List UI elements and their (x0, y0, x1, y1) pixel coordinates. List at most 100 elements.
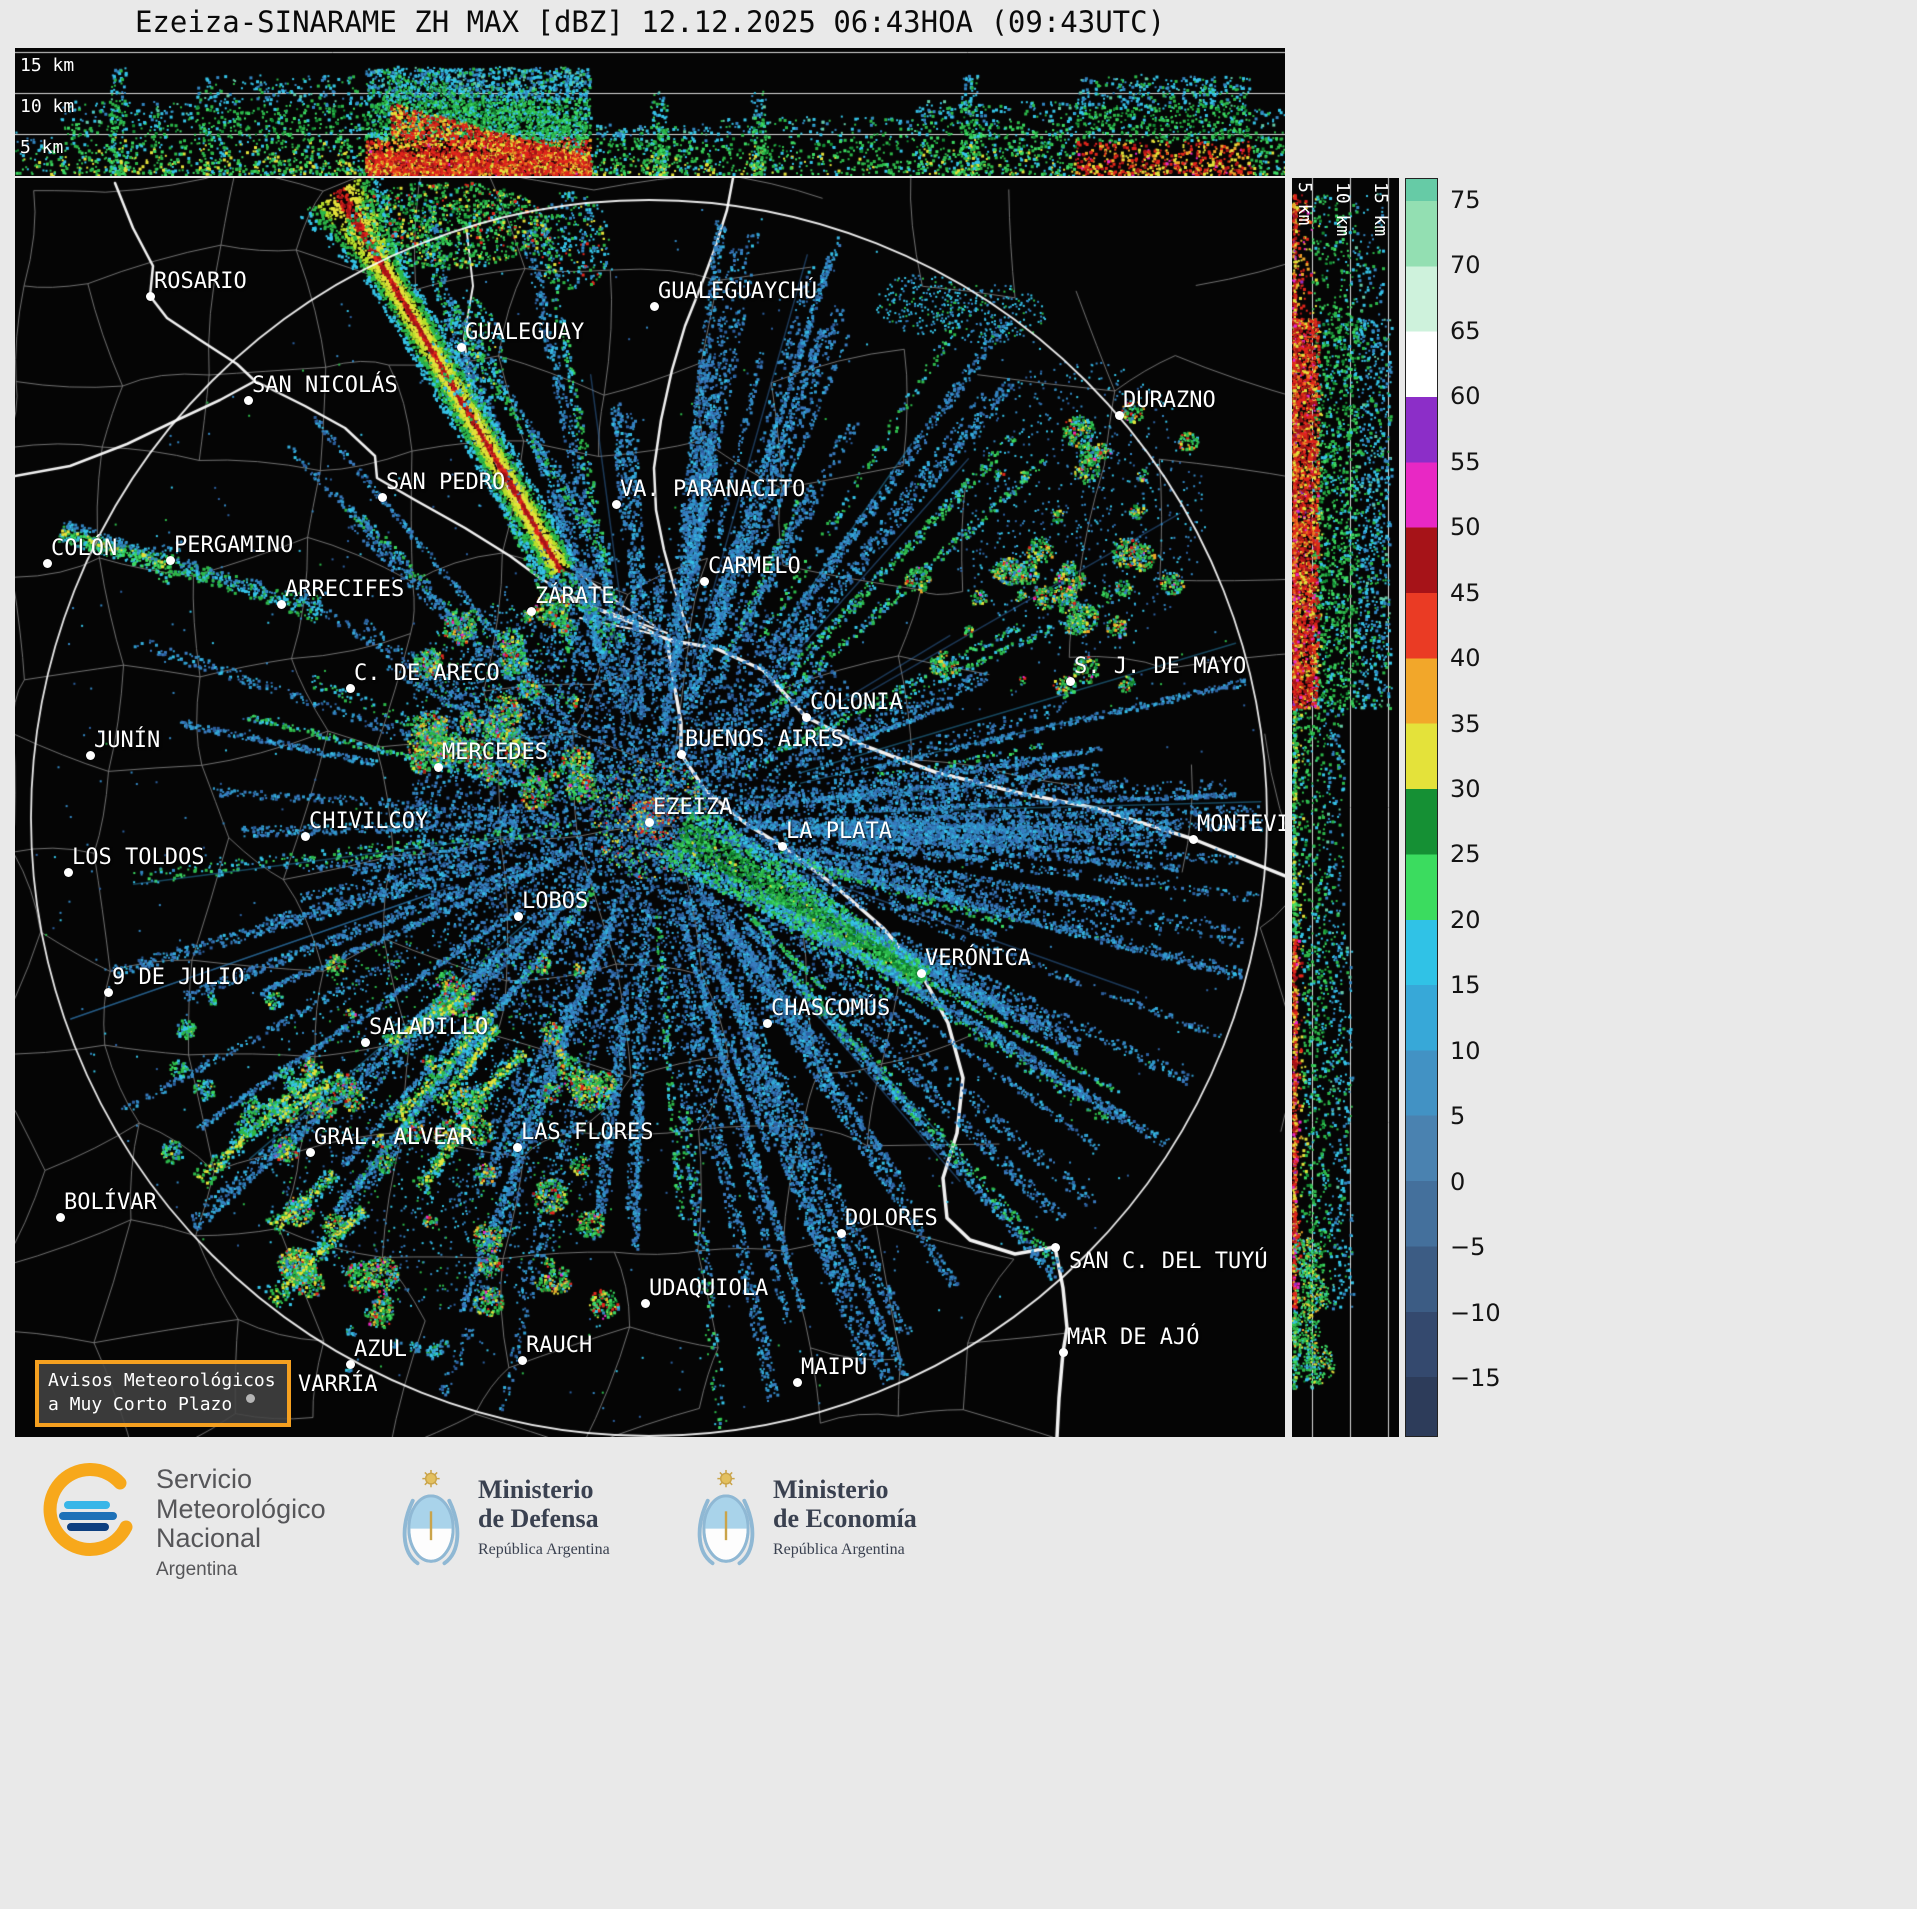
colorbar-tick-label: −15 (1450, 1364, 1501, 1392)
city-label: CHASCOMÚS (771, 996, 891, 1021)
city-label: DURAZNO (1123, 388, 1216, 413)
colorbar-tick-label: 40 (1450, 644, 1481, 673)
city-label: RAUCH (526, 1333, 593, 1358)
city-label: SAN NICOLÁS (252, 373, 398, 398)
radar-map-panel[interactable]: ROSARIO GUALEGUAYCHÚ GUALEGUAY SAN NICOLÁS D… (15, 178, 1285, 1437)
reflectivity-colorbar (1405, 178, 1438, 1437)
economia-line2: de Economía (773, 1504, 917, 1534)
city-marker (306, 1148, 315, 1157)
colorbar-tick-label: −10 (1450, 1298, 1501, 1327)
city-label: LOBOS (522, 889, 589, 914)
city-label: MAIPÚ (801, 1355, 868, 1380)
city-label: LA PLATA (786, 819, 892, 844)
city-label: SAN PEDRO (386, 470, 506, 495)
top-cross-section-panel: 15 km 10 km 5 km (15, 48, 1285, 176)
city-marker (793, 1378, 802, 1387)
city-label: VERÓNICA (925, 946, 1031, 971)
colorbar-tick-label: 5 (1450, 1102, 1466, 1131)
city-marker (677, 750, 686, 759)
city-label: ROSARIO (154, 269, 247, 294)
city-marker (802, 713, 811, 722)
city-marker (1059, 1348, 1068, 1357)
colorbar-tick-label: 25 (1450, 840, 1481, 869)
city-label: GUALEGUAYCHÚ (658, 279, 817, 304)
smn-logo-block: Servicio Meteorológico Nacional Argentin… (40, 1463, 326, 1581)
smn-line2: Meteorológico (156, 1493, 326, 1524)
right-cross-section-panel: 5 km 10 km 15 km (1292, 178, 1399, 1437)
city-marker (434, 763, 443, 772)
colorbar-gradient (1406, 179, 1437, 1436)
city-marker (612, 500, 621, 509)
city-marker (641, 1299, 650, 1308)
city-marker (837, 1229, 846, 1238)
colorbar-tick-label: 30 (1450, 775, 1481, 803)
smn-line3: Nacional (156, 1523, 262, 1554)
city-label: SALADILLO (369, 1015, 489, 1040)
smn-logo-icon (43, 1463, 133, 1556)
colorbar-tick-label: 75 (1450, 186, 1481, 214)
city-marker (1066, 677, 1075, 686)
defensa-coat-of-arms-icon (402, 1469, 460, 1566)
city-marker (277, 600, 286, 609)
warning-box[interactable]: Avisos Meteorológicos a Muy Corto Plazo (35, 1360, 291, 1427)
city-label: UDAQUIOLA (649, 1276, 769, 1301)
city-label: MAR DE AJÓ (1067, 1325, 1200, 1350)
altitude-label-15km-vertical: 15 km (1370, 182, 1391, 237)
city-marker (514, 912, 523, 921)
smn-country: Argentina (156, 1559, 238, 1581)
radar-map-canvas (15, 178, 1285, 1437)
altitude-label-10km: 10 km (20, 96, 75, 117)
city-marker (378, 493, 387, 502)
colorbar-tick-label: 45 (1450, 578, 1481, 607)
defensa-wordmark: Ministerio de Defensa República Argentin… (478, 1469, 610, 1559)
city-label: LOS TOLDOS (72, 845, 205, 870)
city-marker (763, 1019, 772, 1028)
city-marker (457, 343, 466, 352)
economia-logo-block: Ministerio de Economía República Argenti… (695, 1469, 917, 1569)
city-marker (513, 1143, 522, 1152)
colorbar-tick-label: 70 (1450, 251, 1481, 280)
city-label: GRAL. ALVEAR (314, 1125, 473, 1150)
product-title: Ezeiza-SINARAME ZH MAX [dBZ] 12.12.2025 … (134, 5, 1166, 39)
colorbar-tick-label: 10 (1450, 1036, 1481, 1065)
city-label: BUENOS AIRES (685, 727, 844, 752)
city-label: DOLORES (845, 1206, 938, 1231)
altitude-label-5km-vertical: 5 km (1294, 182, 1315, 226)
altitude-label-5km: 5 km (20, 137, 64, 158)
city-marker (346, 684, 355, 693)
city-marker (361, 1038, 370, 1047)
altitude-label-15km: 15 km (20, 55, 75, 76)
economia-coat-of-arms-icon (697, 1469, 755, 1566)
colorbar-tick-label: −5 (1450, 1233, 1486, 1262)
city-marker (1051, 1243, 1060, 1252)
city-label: LAS FLORES (521, 1120, 654, 1145)
city-label: MERCEDES (442, 740, 548, 765)
defensa-line3: República Argentina (478, 1541, 610, 1559)
city-marker (650, 302, 659, 311)
city-marker (917, 969, 926, 978)
city-marker (104, 988, 113, 997)
city-label: EZEIZA (653, 795, 733, 820)
altitude-label-10km-vertical: 10 km (1332, 182, 1353, 237)
city-label: S. J. DE MAYO (1074, 654, 1247, 679)
top-cross-section-canvas (15, 48, 1285, 176)
city-marker (166, 556, 175, 565)
warning-box-line1: Avisos Meteorológicos (48, 1370, 276, 1391)
city-label: COLÓN (51, 536, 118, 561)
right-cross-section-canvas (1292, 178, 1399, 1437)
city-label: VARRÍA (298, 1372, 378, 1397)
city-marker (1189, 835, 1198, 844)
city-label: ZÁRATE (535, 584, 615, 609)
city-marker (246, 1394, 255, 1403)
city-label: MONTEVIDEO (1197, 812, 1285, 837)
city-marker (527, 607, 536, 616)
economia-line3: República Argentina (773, 1541, 905, 1559)
city-label: PERGAMINO (174, 533, 294, 558)
colorbar-tick-label: 65 (1450, 316, 1481, 345)
city-label: BOLÍVAR (64, 1190, 157, 1215)
city-marker (700, 577, 709, 586)
city-marker (346, 1360, 355, 1369)
city-label: GUALEGUAY (465, 320, 585, 345)
city-label: CHIVILCOY (309, 809, 429, 834)
